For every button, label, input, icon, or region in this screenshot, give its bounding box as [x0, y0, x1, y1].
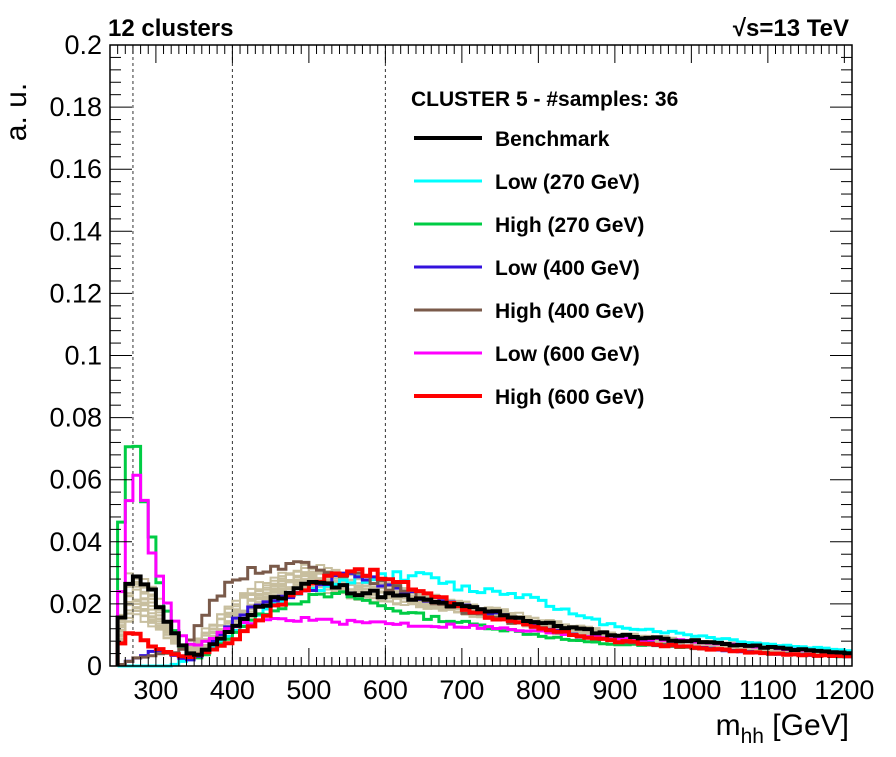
x-tick-label: 500: [286, 675, 331, 705]
y-tick-label: 0.1: [64, 341, 102, 371]
y-tick-label: 0.16: [49, 154, 102, 184]
x-tick-labels: 300 400 500 600 700 800 900 1000 1100 1200: [133, 675, 874, 705]
legend-label: Low (600 GeV): [495, 343, 640, 366]
y-tick-label: 0.08: [49, 403, 102, 433]
y-tick-label: 0.06: [49, 465, 102, 495]
x-tick-label: 600: [363, 675, 408, 705]
y-tick-label: 0.04: [49, 527, 102, 557]
x-tick-label: 1200: [814, 675, 874, 705]
y-tick-label: 0.2: [64, 30, 102, 60]
legend-item: High (400 GeV): [414, 300, 644, 323]
legend-item: Low (600 GeV): [414, 343, 640, 366]
y-axis-title: a. u.: [0, 83, 33, 141]
legend-item: Benchmark: [414, 128, 610, 151]
legend-items: Benchmark Low (270 GeV) High (270 GeV) Low …: [414, 128, 644, 409]
axis-ticks: [110, 44, 852, 667]
y-tick-label: 0.02: [49, 589, 102, 619]
legend-item: Low (400 GeV): [414, 257, 640, 280]
x-tick-label: 400: [210, 675, 255, 705]
x-axis-title-main: m: [716, 709, 741, 742]
y-tick-label: 0.12: [49, 278, 102, 308]
legend-label: High (600 GeV): [495, 386, 644, 409]
legend-label: Low (270 GeV): [495, 171, 640, 194]
x-tick-label: 800: [516, 675, 561, 705]
x-tick-label: 300: [133, 675, 178, 705]
legend-label: Low (400 GeV): [495, 257, 640, 280]
reference-lines: [132, 45, 386, 666]
header-energy: √s=13 TeV: [733, 15, 849, 42]
series-benchmark: [115, 574, 852, 666]
legend-item: High (270 GeV): [414, 214, 644, 237]
legend: CLUSTER 5 - #samples: 36 Benchmark Low (2…: [411, 88, 678, 409]
legend-label: Benchmark: [495, 128, 610, 151]
x-axis-title-sub: hh: [741, 725, 764, 748]
x-axis-title: mhh [GeV]: [716, 709, 849, 748]
x-tick-label: 1000: [661, 675, 721, 705]
legend-label: High (270 GeV): [495, 214, 644, 237]
x-tick-label: 700: [439, 675, 484, 705]
legend-label: High (400 GeV): [495, 300, 644, 323]
series-layer: [115, 444, 852, 668]
y-tick-label: 0: [87, 651, 102, 681]
series-high-600-gev: [115, 567, 852, 666]
x-axis-title-unit: [GeV]: [764, 709, 849, 742]
y-tick-label: 0.14: [49, 216, 102, 246]
x-tick-label: 1100: [739, 675, 797, 705]
y-tick-labels: 0 0.02 0.04 0.06 0.08 0.1 0.12 0.14 0.16 0.18 0.2: [49, 30, 102, 681]
x-tick-label: 900: [592, 675, 637, 705]
legend-item: Low (270 GeV): [414, 171, 640, 194]
legend-title: CLUSTER 5 - #samples: 36: [411, 88, 678, 111]
y-tick-label: 0.18: [49, 92, 102, 122]
header-clusters: 12 clusters: [108, 15, 233, 42]
legend-item: High (600 GeV): [414, 386, 644, 409]
